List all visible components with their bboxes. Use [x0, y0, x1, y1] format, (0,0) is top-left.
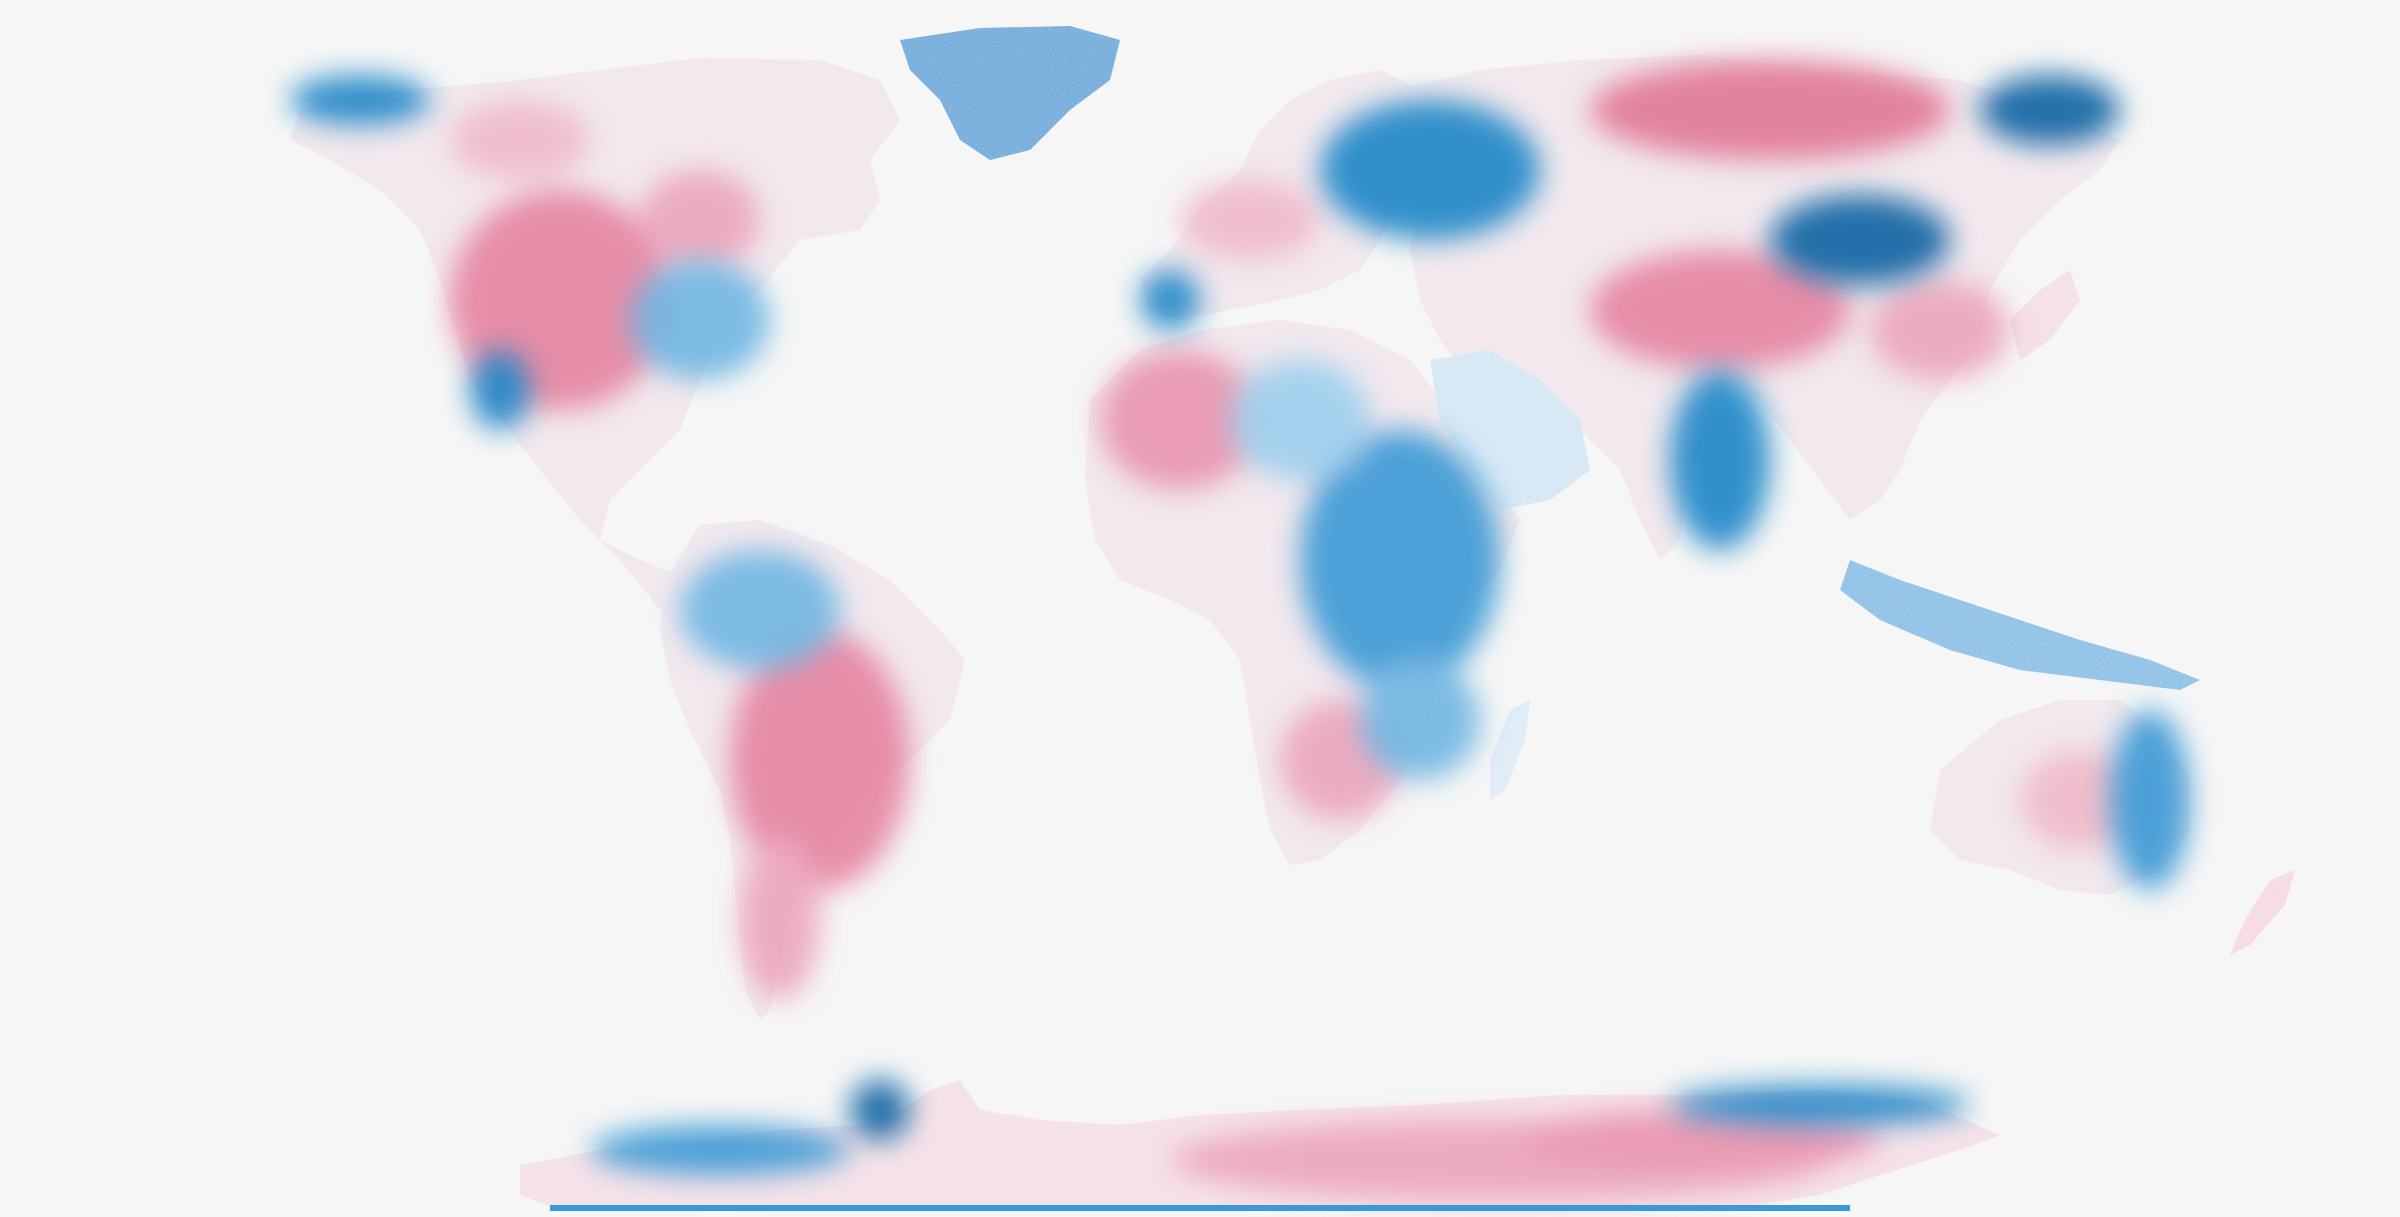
- region-greenland: [900, 26, 1120, 160]
- region-new-zealand: [2230, 870, 2295, 955]
- region-indonesia: [1840, 560, 2200, 690]
- region-madagascar: [1490, 700, 1530, 800]
- region-japan: [2010, 270, 2080, 360]
- anomaly-negative-layer: [290, 75, 2190, 1175]
- antarctica-rim: [550, 1205, 1850, 1211]
